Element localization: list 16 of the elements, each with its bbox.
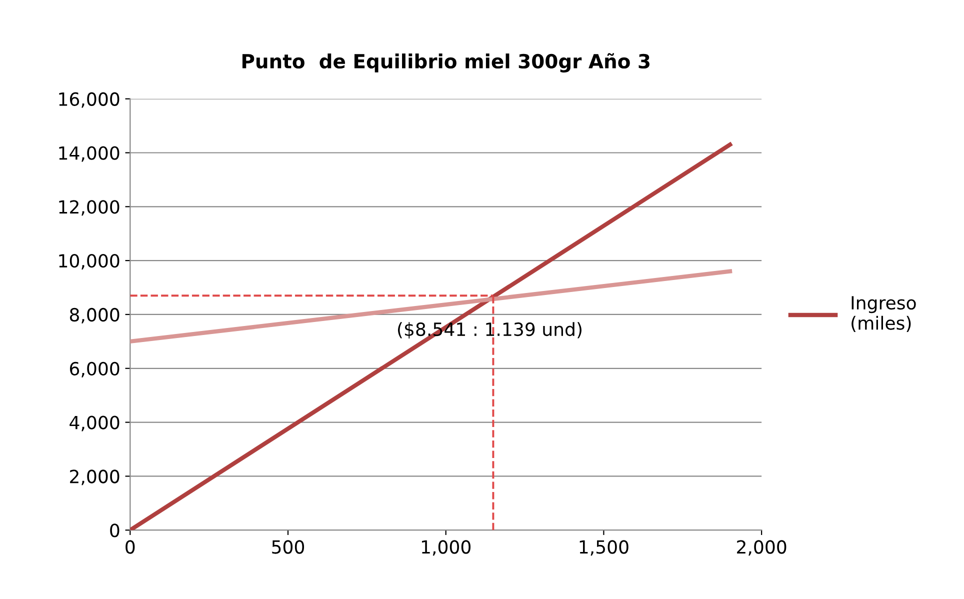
x-tick-label: 0: [126, 540, 135, 554]
x-tick-label: 1,000: [422, 540, 470, 556]
legend-label: Ingreso (miles): [852, 296, 916, 332]
y-tick-label: 12,000: [59, 200, 120, 216]
chart-title: Punto de Equilibrio miel 300gr Año 3: [242, 53, 650, 72]
y-tick-label: 0: [110, 524, 120, 538]
y-tick-label: 14,000: [59, 146, 120, 162]
y-tick-label: 8,000: [70, 308, 120, 324]
x-tick-label: 500: [272, 540, 304, 554]
y-tick-label: 2,000: [70, 470, 120, 486]
x-tick-label: 1,500: [580, 540, 628, 556]
y-tick-label: 6,000: [70, 362, 120, 378]
x-tick-label: 2,000: [737, 540, 786, 556]
y-tick-label: 4,000: [70, 416, 120, 432]
y-tick-label: 16,000: [59, 92, 120, 108]
y-tick-label: 10,000: [59, 254, 120, 270]
